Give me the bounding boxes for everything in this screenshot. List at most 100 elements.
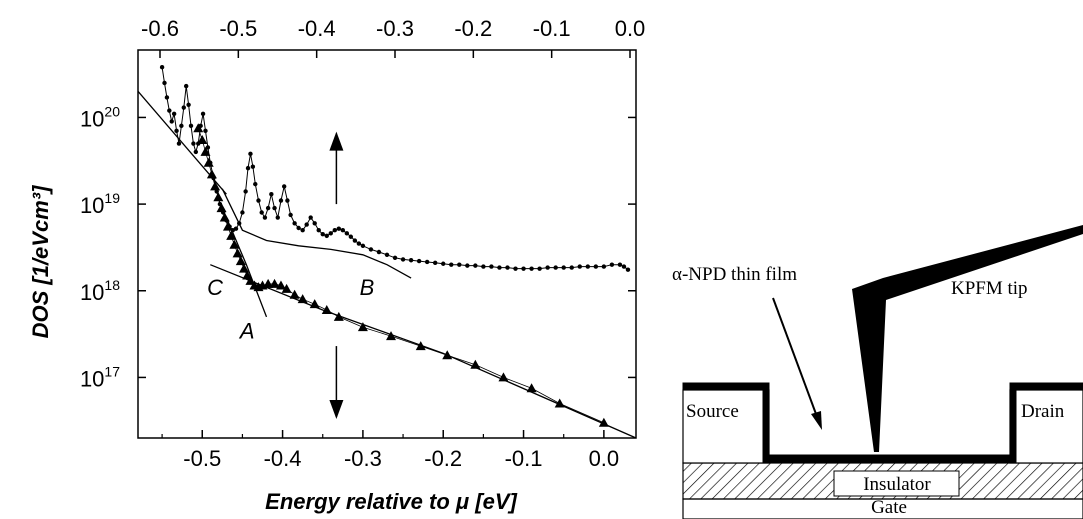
tip-label: KPFM tip	[951, 278, 1028, 299]
dot-point	[237, 221, 242, 226]
dot-point	[183, 83, 189, 89]
x-tick-label: -0.2	[424, 446, 462, 471]
annotation-a: A	[238, 318, 255, 343]
dot-point	[292, 221, 297, 226]
dot-point	[233, 226, 239, 231]
dot-point	[376, 249, 382, 255]
dot-point	[304, 222, 309, 227]
dot-point	[174, 128, 179, 134]
insulator-label: Insulator	[863, 474, 931, 495]
series-dots	[159, 64, 631, 272]
kpfm-tip-shape	[852, 225, 1083, 452]
x-tick-label: -0.5	[183, 446, 221, 471]
triangle-point	[222, 221, 233, 231]
triangle-point	[297, 294, 308, 304]
film-pointer-head	[811, 411, 822, 430]
dot-point	[336, 226, 342, 231]
dot-point	[441, 261, 446, 266]
top-tick-label: -0.6	[141, 16, 179, 41]
dot-point	[360, 243, 366, 249]
triangle-point	[216, 203, 227, 213]
dot-point	[384, 252, 390, 257]
dot-point	[300, 227, 305, 233]
triangle-point	[245, 275, 256, 285]
triangle-point	[321, 304, 332, 314]
dot-point	[243, 189, 248, 194]
fit-line	[221, 188, 412, 279]
x-tick-label: -0.4	[264, 446, 302, 471]
y-tick-label: 1017	[80, 363, 120, 391]
x-tick-label: -0.3	[344, 446, 382, 471]
triangle-point	[470, 359, 481, 369]
dot-point	[408, 258, 414, 263]
dot-point	[400, 257, 406, 262]
y-tick-label: 1020	[80, 103, 120, 131]
arrow-up-head	[329, 131, 344, 151]
dot-point	[340, 227, 346, 233]
triangle-point	[263, 278, 274, 288]
y-axis-ticks: 1020 1019 1018 1017	[80, 103, 636, 391]
top-tick-label: 0.0	[615, 16, 646, 41]
triangle-point	[386, 331, 397, 341]
fit-lines	[137, 90, 637, 439]
dot-point	[324, 233, 329, 239]
dot-point	[250, 164, 256, 169]
dot-point	[392, 255, 398, 261]
triangle-point	[442, 350, 453, 360]
dot-point	[601, 264, 607, 269]
triangle-point	[229, 239, 240, 249]
dot-point	[164, 95, 170, 100]
dot-point	[356, 241, 362, 246]
dos-chart: -0.6 -0.5 -0.4 -0.3 -0.2 -0.1 0.0 -0.5 -0.4 -0.3…	[28, 16, 645, 514]
dot-point	[545, 265, 550, 270]
dot-point	[256, 198, 261, 203]
dot-point	[205, 145, 211, 150]
x-tick-label: 0.0	[589, 446, 620, 471]
dot-point	[262, 215, 268, 220]
dot-point	[489, 264, 494, 269]
dot-point	[585, 264, 591, 269]
triangle-point	[235, 256, 246, 266]
x-axis-ticks: -0.5 -0.4 -0.3 -0.2 -0.1 0.0	[161, 430, 620, 471]
dot-point	[169, 119, 174, 124]
dot-point	[176, 141, 182, 146]
triangle-point	[232, 248, 243, 258]
dot-point	[368, 247, 374, 252]
dot-point	[465, 263, 470, 268]
dot-point	[432, 260, 438, 266]
dot-point	[159, 64, 165, 70]
dot-point	[416, 258, 422, 264]
triangle-point	[526, 383, 537, 393]
top-tick-label: -0.5	[219, 16, 257, 41]
dot-point	[281, 184, 287, 189]
x-axis-title: Energy relative to μ [eV]	[265, 489, 517, 514]
triangle-point	[281, 283, 292, 293]
dot-point	[577, 264, 582, 269]
x-tick-label: -0.1	[505, 446, 543, 471]
top-tick-label: -0.2	[454, 16, 492, 41]
dot-point	[344, 231, 350, 236]
source-label: Source	[686, 401, 739, 422]
dot-point	[191, 141, 196, 146]
dot-point	[248, 151, 253, 157]
dot-point	[328, 231, 333, 236]
top-tick-label: -0.4	[298, 16, 336, 41]
triangle-point	[333, 311, 344, 321]
dot-point	[621, 264, 627, 269]
dot-point	[449, 262, 454, 267]
dot-point	[513, 266, 518, 271]
dot-point	[553, 265, 558, 270]
triangle-point	[289, 289, 300, 299]
triangle-point	[598, 417, 609, 427]
dot-point	[316, 227, 321, 233]
dot-point	[312, 221, 317, 226]
triangle-point	[213, 192, 224, 202]
dot-point	[179, 123, 184, 129]
dot-point	[171, 111, 177, 117]
triangle-point	[415, 341, 426, 351]
kpfm-diagram: Gate Insulator Source Drain α-NPD thin f…	[672, 225, 1083, 519]
arrows	[329, 131, 344, 419]
dot-point	[265, 205, 271, 211]
dot-point	[424, 259, 430, 265]
